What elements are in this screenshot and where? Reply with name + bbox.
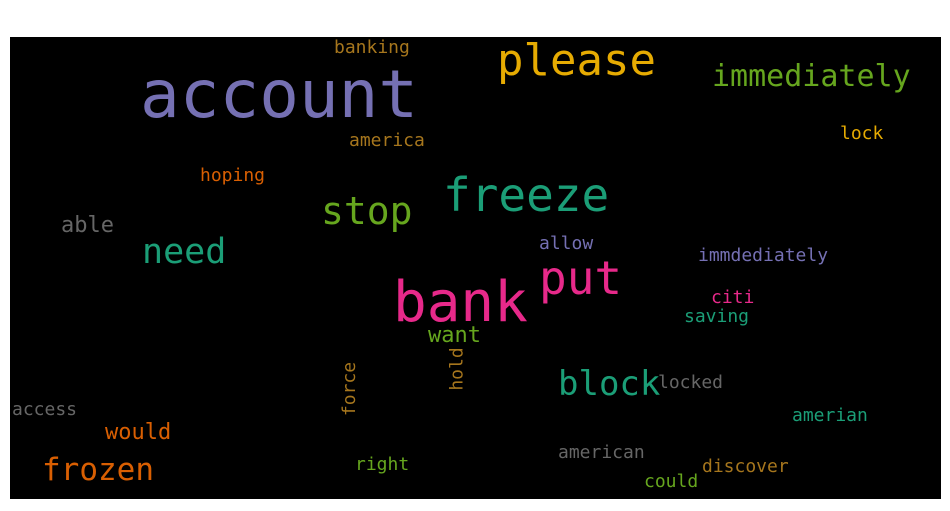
word-lock: lock: [840, 123, 884, 144]
word-amerian: amerian: [792, 405, 868, 426]
word-saving: saving: [684, 306, 750, 327]
word-hold: hold: [446, 347, 468, 391]
word-able: able: [61, 213, 114, 238]
word-hoping: hoping: [200, 165, 266, 186]
word-force: force: [339, 361, 361, 417]
word-right: right: [355, 454, 410, 475]
word-need: need: [142, 232, 227, 272]
word-banking: banking: [334, 37, 410, 58]
word-stop: stop: [321, 189, 413, 233]
word-discover: discover: [702, 456, 789, 477]
word-immediately: immediately: [712, 59, 911, 94]
word-account: account: [140, 56, 419, 133]
word-american: american: [558, 442, 645, 463]
word-want: want: [428, 323, 481, 348]
word-allow: allow: [539, 233, 594, 254]
word-cloud-canvas: account please immediately banking america lo…: [10, 37, 941, 499]
word-immdediately: immdediately: [698, 245, 829, 266]
word-citi: citi: [711, 287, 755, 308]
word-block: block: [558, 364, 661, 404]
word-freeze: freeze: [443, 168, 610, 222]
word-would: would: [105, 420, 172, 445]
word-america: america: [349, 130, 425, 151]
word-could: could: [644, 471, 699, 492]
word-locked: locked: [658, 372, 724, 393]
word-put: put: [539, 251, 623, 305]
word-bank: bank: [393, 270, 528, 335]
word-please: please: [497, 37, 656, 86]
word-frozen: frozen: [42, 452, 154, 488]
word-access: access: [12, 399, 78, 420]
